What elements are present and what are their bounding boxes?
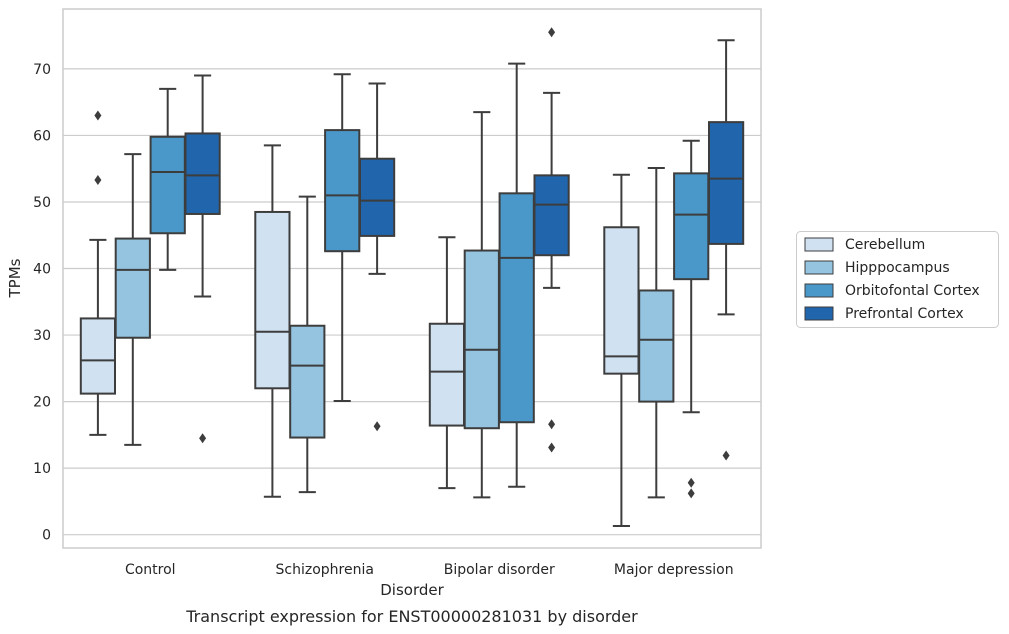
legend-swatch [804,283,834,298]
iqr-box [707,121,745,245]
iqr-box [114,237,151,339]
legend: Cerebellum Hipppocampus Orbitofontal Corte… [796,231,999,328]
box-2-3 [673,139,710,499]
box-2-1 [324,73,361,402]
iqr-box [463,249,500,430]
x-tick-label: Major depression [614,562,734,578]
box-0-3 [603,173,640,528]
iqr-box [603,226,640,375]
iqr-box [289,324,326,439]
outlier-point [687,488,695,499]
legend-label: Hipppocampus [845,260,950,276]
iqr-box [428,322,466,427]
y-axis: 0 10 20 30 40 50 60 70 [33,62,51,544]
box-0-0 [79,110,117,436]
box-1-0 [114,153,151,446]
outlier-point [199,433,207,444]
outlier-point [548,442,556,453]
outlier-point [548,27,556,38]
legend-swatch [804,306,834,321]
x-axis-title: Disorder [380,581,444,599]
x-tick-label: Schizophrenia [276,562,374,578]
legend-swatch [804,260,834,275]
outlier-point [94,110,102,121]
box-1-2 [463,111,500,499]
box-3-0 [184,74,221,444]
box-0-2 [428,236,466,490]
outlier-point [548,419,556,430]
y-tick-label: 0 [42,528,51,544]
iqr-box [149,135,186,235]
box-2-2 [498,62,535,488]
iqr-box [358,157,396,237]
box-3-1 [358,82,396,432]
iqr-box [533,174,570,257]
iqr-box [324,129,361,253]
y-tick-label: 70 [33,62,51,78]
outlier-point [687,477,695,488]
box-2-0 [149,87,186,271]
box-1-1 [289,195,326,494]
x-axis: Control Schizophrenia Bipolar disorder Majo… [125,562,734,578]
iqr-box [498,192,535,424]
legend-label: Orbitofontal Cortex [845,283,980,299]
plot-area [79,27,745,528]
outlier-point [94,175,102,186]
legend-label: Prefrontal Cortex [845,306,964,322]
plot-frame [62,8,762,549]
y-tick-label: 60 [33,128,51,144]
y-tick-label: 50 [33,195,51,211]
outlier-point [722,450,730,461]
y-tick-label: 30 [33,328,51,344]
x-tick-label: Bipolar disorder [444,562,555,578]
y-tick-label: 20 [33,395,51,411]
box-1-3 [638,167,675,499]
box-3-3 [707,39,745,461]
iqr-box [254,210,291,390]
box-0-1 [254,144,291,498]
iqr-box [673,172,710,281]
legend-label: Cerebellum [845,237,925,253]
x-tick-label: Control [125,562,176,578]
box-3-2 [533,27,570,453]
chart-caption: Transcript expression for ENST0000028103… [185,607,638,626]
outlier-point [373,421,381,432]
iqr-box [638,289,675,403]
y-tick-label: 40 [33,262,51,278]
iqr-box [184,132,221,215]
legend-swatch [804,237,834,252]
y-axis-title: TPMs [6,258,24,298]
y-tick-label: 10 [33,461,51,477]
iqr-box [79,317,117,395]
legend-frame [796,231,999,328]
